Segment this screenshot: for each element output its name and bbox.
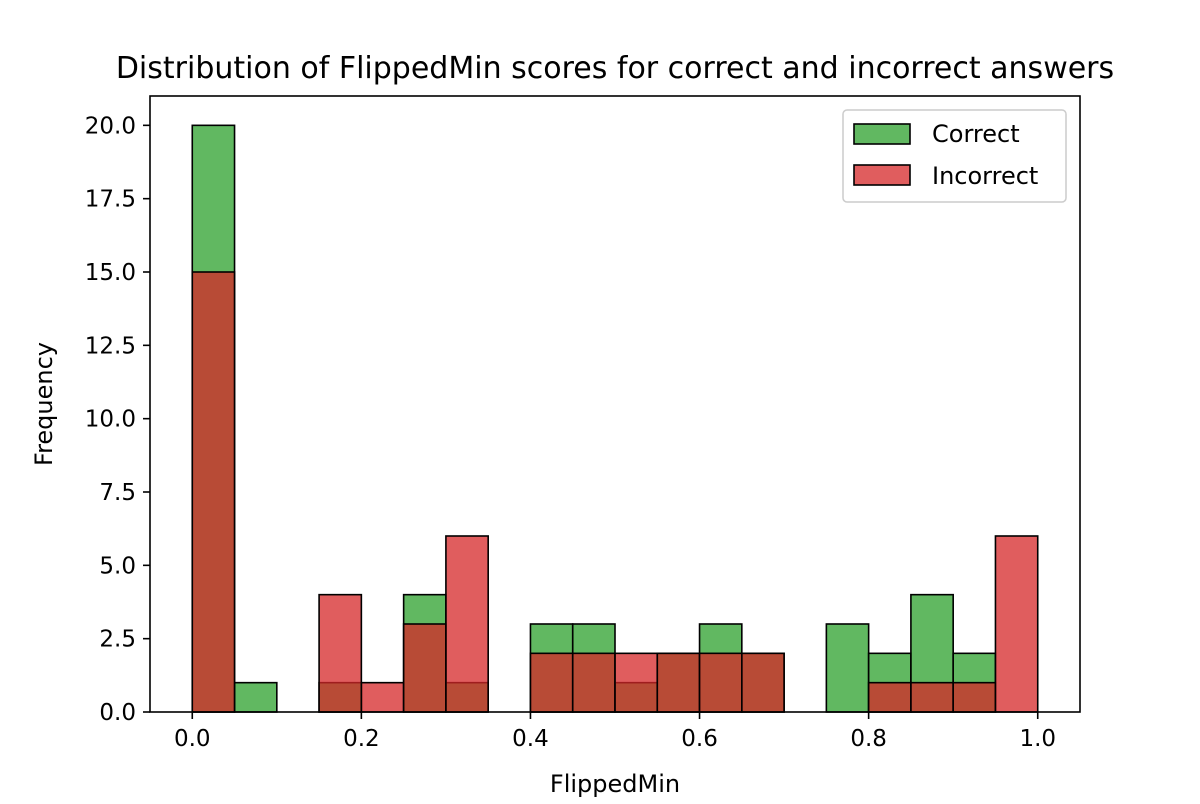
y-tick-label: 12.5 bbox=[85, 333, 136, 359]
x-tick-label: 0.8 bbox=[850, 726, 887, 752]
y-tick-label: 2.5 bbox=[99, 627, 136, 653]
y-axis: 0.0 2.5 5.0 7.5 10.0 12.5 15.0 17.5 20.0 bbox=[85, 113, 150, 726]
x-tick-label: 0.4 bbox=[512, 726, 549, 752]
bar-incorrect-0 bbox=[191, 271, 236, 713]
legend-swatch-incorrect bbox=[853, 164, 911, 186]
bar-incorrect-16 bbox=[867, 681, 912, 713]
y-tick-label: 10.0 bbox=[85, 407, 136, 433]
correct-bars bbox=[191, 124, 997, 713]
x-axis-label: FlippedMin bbox=[550, 770, 680, 798]
y-tick-label: 17.5 bbox=[85, 187, 136, 213]
bar-incorrect-17 bbox=[910, 681, 954, 713]
plot-frame bbox=[149, 95, 1081, 713]
bar-incorrect-9 bbox=[571, 652, 616, 713]
incorrect-bars bbox=[191, 271, 1039, 713]
x-tick-label: 1.0 bbox=[1019, 726, 1056, 752]
bar-incorrect-5 bbox=[402, 623, 447, 713]
bar-incorrect-8 bbox=[529, 652, 574, 713]
bar-incorrect-18 bbox=[952, 681, 997, 713]
legend: Correct Incorrect bbox=[842, 109, 1067, 203]
x-axis: 0.0 0.2 0.4 0.6 0.8 1.0 bbox=[174, 712, 1056, 752]
y-tick-label: 20.0 bbox=[85, 113, 136, 139]
y-tick-label: 0.0 bbox=[99, 700, 136, 726]
bar-incorrect-19 bbox=[994, 535, 1039, 713]
x-tick-label: 0.6 bbox=[681, 726, 718, 752]
bar-correct-15 bbox=[825, 623, 870, 713]
chart-title: Distribution of FlippedMin scores for co… bbox=[116, 51, 1114, 86]
legend-swatch-correct bbox=[853, 123, 911, 145]
x-tick-label: 0.2 bbox=[343, 726, 380, 752]
y-tick-label: 15.0 bbox=[85, 260, 136, 286]
legend-label-incorrect: Incorrect bbox=[932, 162, 1038, 190]
bar-correct-1 bbox=[233, 681, 278, 713]
bar-incorrect-11 bbox=[656, 652, 701, 713]
y-tick-label: 7.5 bbox=[99, 480, 136, 506]
y-axis-label: Frequency bbox=[30, 342, 58, 466]
y-tick-label: 5.0 bbox=[99, 553, 136, 579]
bar-incorrect-4 bbox=[360, 681, 405, 713]
bar-incorrect-10 bbox=[614, 652, 659, 713]
bar-incorrect-13 bbox=[741, 652, 785, 713]
legend-label-correct: Correct bbox=[932, 120, 1020, 148]
x-tick-label: 0.0 bbox=[174, 726, 211, 752]
bar-incorrect-3 bbox=[318, 593, 363, 713]
bar-incorrect-12 bbox=[698, 652, 743, 713]
bar-incorrect-6 bbox=[445, 535, 489, 713]
